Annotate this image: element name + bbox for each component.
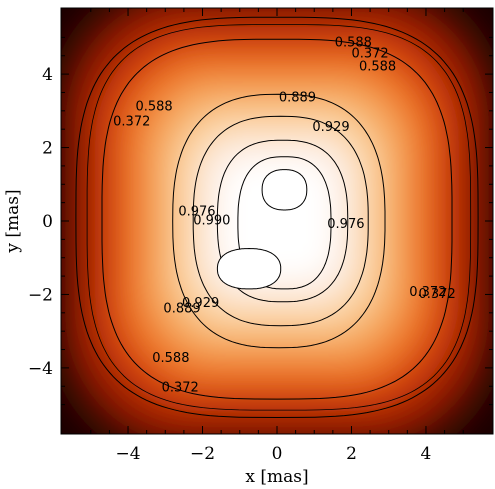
x-tick-label: 2 xyxy=(346,444,357,464)
peak-contour xyxy=(261,169,308,211)
contour-line xyxy=(192,115,369,327)
y-tick-label: −4 xyxy=(28,359,53,379)
plot-area: 0.8890.9290.9760.9900.9760.9290.8890.588… xyxy=(61,8,493,434)
contour-label: 0.588 xyxy=(135,100,172,115)
contour-line xyxy=(86,24,472,411)
contour-label: 0.889 xyxy=(163,302,200,317)
contour-line xyxy=(237,156,332,290)
contour-label: 0.588 xyxy=(335,35,372,50)
contour-label: 0.588 xyxy=(359,59,396,74)
contour-label-layer: 0.8890.9290.9760.9900.9760.9290.8890.588… xyxy=(113,35,456,395)
y-axis-ticks: −4 −2 0 2 4 xyxy=(28,36,493,406)
y-tick-label: 2 xyxy=(42,139,53,159)
contour-layer xyxy=(75,16,479,419)
x-tick-label: −4 xyxy=(116,444,141,464)
contour-label: 0.372 xyxy=(351,46,388,61)
contour-line xyxy=(101,38,453,400)
contour-line xyxy=(75,16,479,419)
contour-label: 0.372 xyxy=(162,381,199,396)
contour-label: 0.889 xyxy=(279,90,316,105)
contour-label: 0.372 xyxy=(113,114,150,129)
y-axis-label: y [mas] xyxy=(3,189,23,253)
x-tick-label: −2 xyxy=(190,444,215,464)
y-tick-label: 0 xyxy=(42,212,53,232)
contour-line xyxy=(216,139,349,303)
contour-label: 0.588 xyxy=(152,351,189,366)
x-axis-ticks: −4 −2 0 2 4 xyxy=(90,8,464,464)
x-tick-label: 0 xyxy=(272,444,283,464)
intensity-layer xyxy=(61,8,493,434)
x-axis-label: x [mas] xyxy=(245,467,308,487)
x-tick-label: 4 xyxy=(421,444,432,464)
contour-label: 0.372 xyxy=(409,285,446,300)
contour-label: 0.976 xyxy=(327,217,364,232)
contour-label: 0.929 xyxy=(182,296,219,311)
contour-line xyxy=(172,93,386,349)
contour-label: 0.929 xyxy=(312,120,349,135)
y-tick-label: 4 xyxy=(42,65,53,85)
y-tick-label: −2 xyxy=(28,285,53,305)
contour-label: 0.372 xyxy=(419,287,456,302)
contour-label: 0.976 xyxy=(178,204,215,219)
contour-label: 0.990 xyxy=(193,214,230,229)
peak-contour xyxy=(216,247,282,290)
